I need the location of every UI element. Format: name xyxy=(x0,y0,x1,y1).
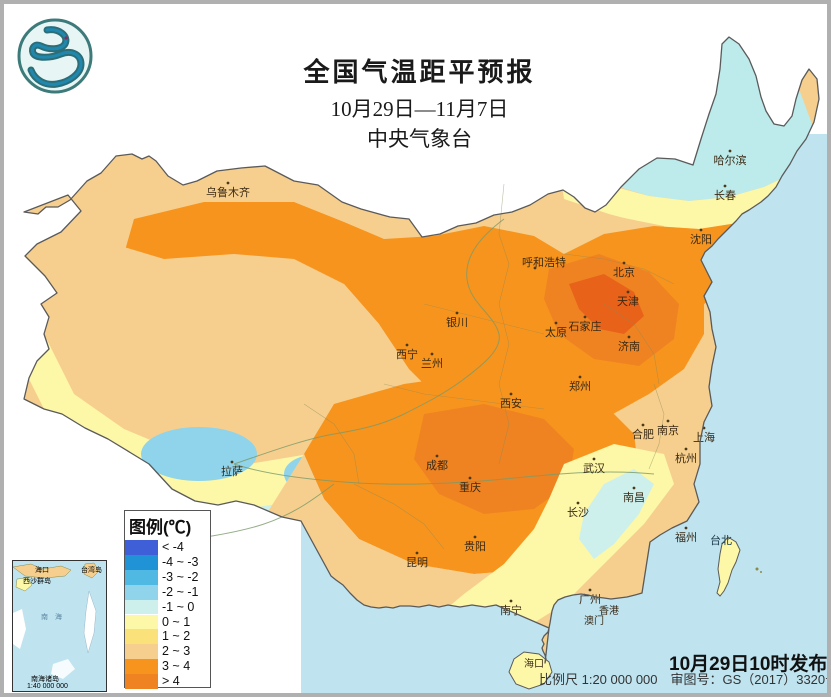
svg-text:乌鲁木齐: 乌鲁木齐 xyxy=(206,185,250,199)
svg-text:太原: 太原 xyxy=(545,326,567,339)
svg-text:西安: 西安 xyxy=(500,396,522,410)
svg-text:昆明: 昆明 xyxy=(406,556,428,569)
svg-text:贵阳: 贵阳 xyxy=(464,540,486,553)
svg-text:银川: 银川 xyxy=(446,315,468,329)
svg-text:合肥: 合肥 xyxy=(632,427,654,441)
svg-text:重庆: 重庆 xyxy=(459,480,481,494)
svg-text:北京: 北京 xyxy=(613,265,635,279)
svg-text:拉萨: 拉萨 xyxy=(221,464,243,478)
svg-text:兰州: 兰州 xyxy=(421,357,443,370)
svg-text:澳门: 澳门 xyxy=(584,614,604,627)
svg-text:长沙: 长沙 xyxy=(567,506,589,519)
svg-text:沈阳: 沈阳 xyxy=(690,232,712,246)
svg-text:天津: 天津 xyxy=(617,295,639,308)
svg-text:南海诸岛: 南海诸岛 xyxy=(31,674,59,683)
svg-text:杭州: 杭州 xyxy=(675,451,697,465)
svg-text:郑州: 郑州 xyxy=(569,379,591,393)
svg-text:台北: 台北 xyxy=(710,533,732,547)
svg-text:长春: 长春 xyxy=(714,189,736,202)
svg-text:西沙群岛: 西沙群岛 xyxy=(23,576,51,585)
svg-text:1:40 000 000: 1:40 000 000 xyxy=(27,683,68,690)
svg-text:西宁: 西宁 xyxy=(396,347,418,361)
svg-text:台湾岛: 台湾岛 xyxy=(81,565,102,574)
svg-text:南昌: 南昌 xyxy=(623,491,645,504)
svg-text:海口: 海口 xyxy=(35,565,49,574)
svg-text:武汉: 武汉 xyxy=(583,462,605,475)
svg-text:成都: 成都 xyxy=(426,459,448,472)
svg-text:济南: 济南 xyxy=(618,339,640,353)
svg-text:哈尔滨: 哈尔滨 xyxy=(714,153,747,167)
svg-text:南京: 南京 xyxy=(657,423,679,437)
svg-text:呼和浩特: 呼和浩特 xyxy=(522,255,566,269)
svg-text:石家庄: 石家庄 xyxy=(569,319,602,333)
svg-text:南 海: 南 海 xyxy=(41,612,62,621)
svg-text:福州: 福州 xyxy=(675,530,697,544)
svg-text:上海: 上海 xyxy=(693,430,715,444)
